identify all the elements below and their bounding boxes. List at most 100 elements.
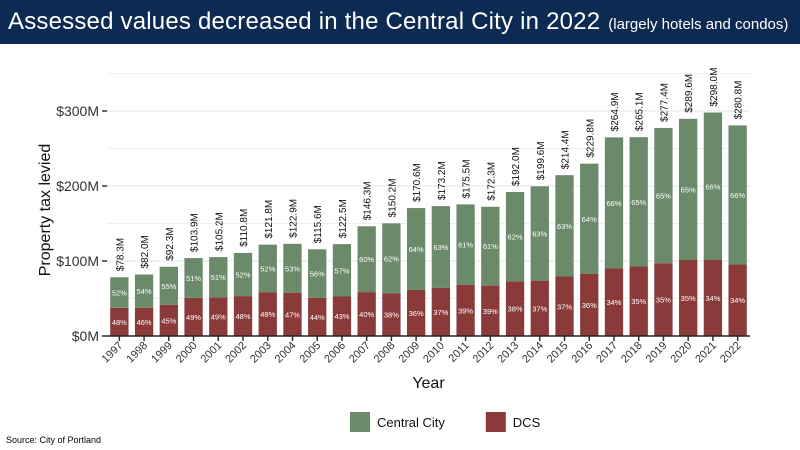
x-tick-label: 2005: [298, 340, 324, 366]
dcs-percent-label: 34%: [606, 298, 621, 307]
bar-central-city: [406, 208, 426, 290]
x-tick-label: 2022: [718, 340, 744, 366]
central-city-percent-label: 65%: [656, 192, 671, 201]
bar-dcs: [308, 297, 327, 336]
total-label: $110.8M: [239, 209, 250, 247]
bar-dcs: [357, 292, 376, 336]
bar-dcs: [233, 296, 253, 336]
x-tick-label: 2011: [447, 340, 472, 365]
bar-dcs: [728, 264, 747, 336]
bar-dcs: [283, 292, 302, 336]
dcs-percent-label: 47%: [285, 310, 300, 319]
central-city-percent-label: 52%: [112, 289, 127, 298]
total-label: $298.0M: [709, 68, 720, 107]
central-city-percent-label: 62%: [508, 233, 523, 242]
central-city-percent-label: 52%: [236, 271, 251, 280]
central-city-percent-label: 53%: [285, 264, 300, 273]
total-label: $146.3M: [363, 181, 374, 220]
bar-central-city: [308, 249, 327, 298]
bar-dcs: [431, 287, 451, 336]
page-title: Assessed values decreased in the Central…: [8, 8, 601, 35]
total-label: $115.6M: [313, 205, 324, 243]
bar-central-city: [629, 137, 648, 267]
header-banner: Assessed values decreased in the Central…: [0, 0, 800, 44]
total-label: $78.3M: [115, 238, 126, 271]
dcs-percent-label: 38%: [508, 305, 523, 314]
total-label: $214.4M: [561, 130, 572, 169]
total-label: $92.3M: [165, 227, 176, 260]
total-label: $289.6M: [684, 74, 695, 113]
dcs-percent-label: 49%: [186, 313, 201, 322]
central-city-percent-label: 61%: [483, 242, 498, 251]
dcs-percent-label: 36%: [582, 301, 597, 310]
central-city-percent-label: 54%: [137, 287, 152, 296]
central-city-percent-label: 66%: [705, 182, 720, 191]
x-tick-label: 2009: [396, 340, 422, 366]
x-tick-label: 2015: [545, 340, 571, 366]
bar-dcs: [184, 297, 203, 336]
x-tick-label: 2021: [693, 340, 719, 366]
dcs-percent-label: 45%: [161, 316, 176, 325]
bar-central-city: [679, 118, 698, 260]
bar-central-city: [258, 244, 277, 293]
total-label: $172.3M: [486, 162, 497, 201]
x-tick-label: 2007: [347, 340, 373, 366]
x-tick-label: 2008: [372, 340, 398, 366]
total-label: $170.6M: [412, 163, 423, 202]
x-tick-label: 2004: [273, 340, 299, 366]
total-label: $122.9M: [288, 199, 299, 238]
total-label: $277.4M: [659, 83, 670, 122]
central-city-percent-label: 56%: [310, 270, 325, 279]
legend-swatch-dcs: [485, 412, 506, 432]
x-tick-label: 2014: [520, 340, 546, 366]
y-tick-label: $0M: [72, 328, 99, 344]
central-city-percent-label: 61%: [458, 241, 473, 250]
dcs-percent-label: 49%: [211, 313, 226, 322]
total-label: $150.2M: [387, 178, 398, 217]
central-city-percent-label: 63%: [433, 243, 448, 252]
central-city-percent-label: 65%: [631, 198, 646, 207]
dcs-percent-label: 35%: [681, 294, 696, 303]
x-tick-label: 2017: [594, 340, 620, 366]
central-city-percent-label: 51%: [186, 274, 201, 283]
central-city-percent-label: 63%: [557, 222, 572, 231]
x-tick-label: 2020: [668, 340, 694, 366]
bar-dcs: [580, 273, 599, 336]
bar-central-city: [728, 125, 747, 265]
x-tick-label: 2010: [421, 340, 447, 366]
dcs-percent-label: 37%: [532, 304, 547, 313]
bar-central-city: [431, 206, 451, 288]
x-tick-label: 2019: [644, 340, 670, 366]
dcs-percent-label: 46%: [137, 318, 152, 327]
bar-dcs: [604, 268, 624, 336]
bar-dcs: [382, 293, 401, 336]
x-tick-label: 2012: [471, 340, 497, 366]
bar-dcs: [555, 276, 574, 336]
bar-central-city: [159, 266, 178, 305]
central-city-percent-label: 62%: [384, 254, 399, 263]
bar-central-city: [283, 243, 302, 293]
central-city-percent-label: 52%: [260, 264, 275, 273]
dcs-percent-label: 43%: [334, 312, 349, 321]
x-tick-label: 2001: [199, 340, 225, 366]
dcs-percent-label: 34%: [705, 294, 720, 303]
legend-label-dcs: DCS: [513, 415, 541, 430]
bar-central-city: [110, 277, 129, 308]
bar-dcs: [159, 304, 178, 336]
bar-dcs: [332, 296, 352, 336]
bar-central-city: [456, 204, 475, 285]
y-tick-label: $100M: [56, 253, 99, 269]
bar-dcs: [530, 280, 549, 336]
x-tick-label: 1998: [124, 340, 150, 366]
source-note: Source: City of Portland: [6, 435, 102, 445]
bar-central-city: [530, 186, 549, 281]
x-tick-label: 2013: [495, 340, 521, 366]
central-city-percent-label: 55%: [161, 282, 176, 291]
total-label: $280.8M: [734, 80, 745, 119]
central-city-percent-label: 51%: [211, 273, 226, 282]
bar-dcs: [703, 260, 723, 336]
x-tick-label: 1999: [149, 340, 175, 366]
bar-central-city: [654, 127, 673, 264]
dcs-percent-label: 40%: [359, 310, 374, 319]
bar-dcs: [679, 259, 698, 336]
